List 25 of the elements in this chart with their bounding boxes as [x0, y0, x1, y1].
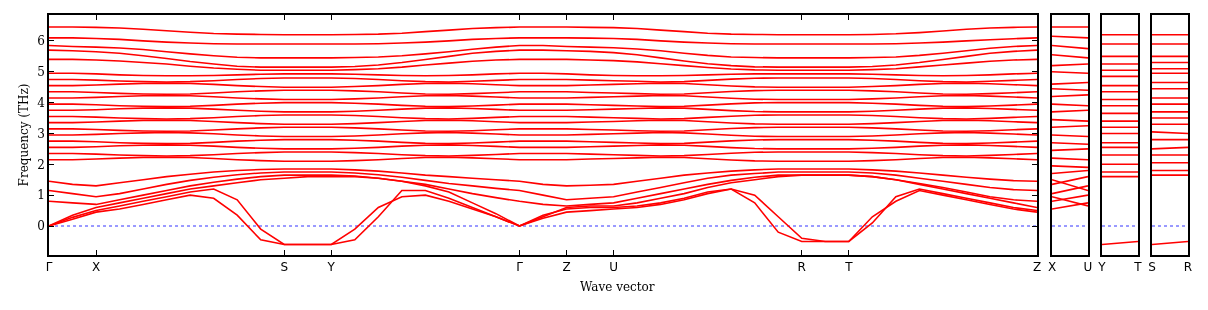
y-tick-label: 0: [37, 219, 45, 234]
x-tick-label: Y: [326, 260, 336, 275]
x-tick-label: Z: [562, 260, 571, 275]
y-tick-label: 3: [37, 126, 45, 141]
y-axis-title: Frequency (THz): [17, 83, 32, 187]
y-tick-label: 1: [37, 188, 45, 203]
x-tick-label: S: [280, 260, 289, 275]
x-tick-label: Y: [1097, 260, 1107, 275]
x-tick-label: X: [1047, 260, 1057, 275]
x-tick-label: Z: [1032, 260, 1042, 275]
x-tick-label: X: [91, 260, 101, 275]
x-tick-label: Γ: [45, 260, 53, 275]
y-tick-label: 5: [37, 64, 45, 79]
x-tick-label: R: [797, 260, 806, 275]
x-tick-label: T: [1133, 260, 1143, 275]
x-tick-label: U: [609, 260, 618, 275]
x-axis-title: Wave vector: [580, 280, 655, 294]
x-tick-label: Γ: [516, 260, 524, 275]
y-tick-label: 6: [37, 34, 45, 49]
y-tick-label: 2: [37, 157, 45, 172]
x-tick-label: R: [1183, 260, 1193, 275]
y-tick-label: 4: [37, 95, 46, 110]
x-tick-label: T: [844, 260, 854, 275]
x-tick-label: S: [1148, 260, 1156, 275]
x-tick-label: U: [1083, 260, 1093, 275]
